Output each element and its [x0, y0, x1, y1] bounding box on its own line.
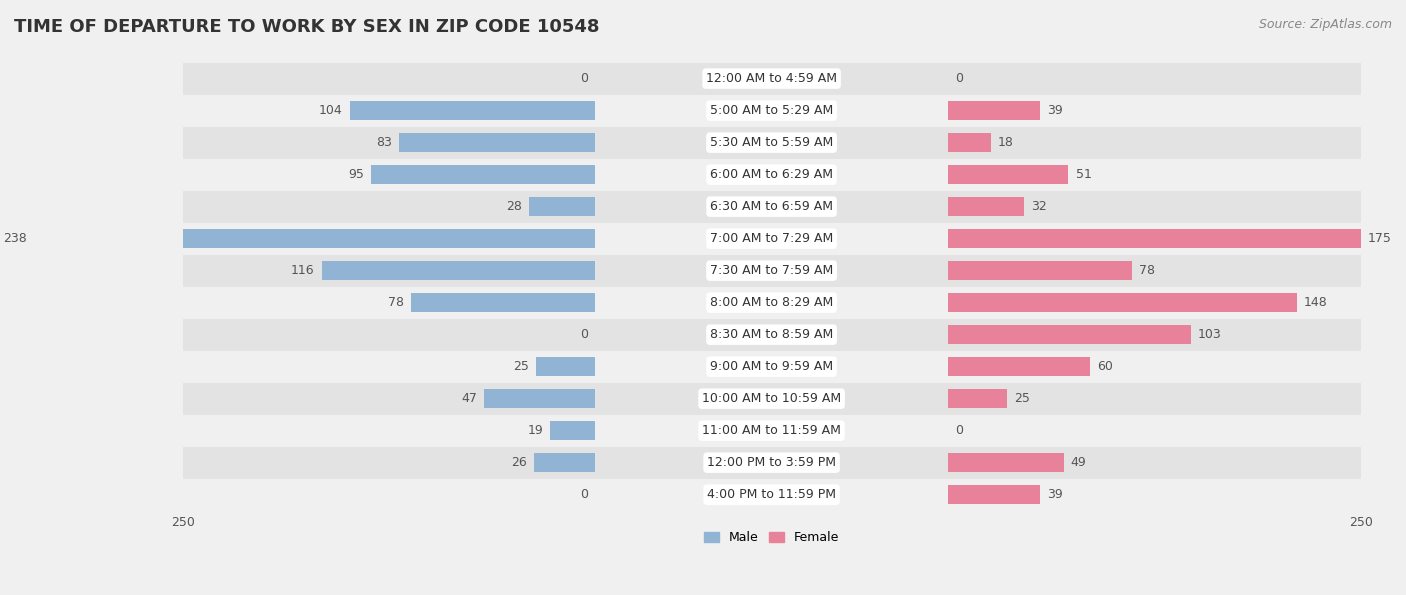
Text: 5:00 AM to 5:29 AM: 5:00 AM to 5:29 AM [710, 104, 834, 117]
Text: 238: 238 [3, 232, 27, 245]
Text: 25: 25 [1014, 392, 1031, 405]
Text: 26: 26 [510, 456, 527, 469]
Text: 19: 19 [527, 424, 543, 437]
Bar [948, 325, 1191, 345]
Bar [183, 287, 1361, 319]
Bar [350, 101, 595, 120]
Text: 0: 0 [955, 72, 963, 85]
Bar [484, 389, 595, 408]
Text: 8:00 AM to 8:29 AM: 8:00 AM to 8:29 AM [710, 296, 834, 309]
Text: 39: 39 [1047, 488, 1063, 501]
Bar [948, 101, 1040, 120]
Bar [183, 255, 1361, 287]
Bar [183, 223, 1361, 255]
Bar [34, 229, 595, 248]
Bar [948, 357, 1090, 376]
Bar [183, 479, 1361, 511]
Text: 175: 175 [1368, 232, 1392, 245]
Text: 10:00 AM to 10:59 AM: 10:00 AM to 10:59 AM [702, 392, 841, 405]
Text: 11:00 AM to 11:59 AM: 11:00 AM to 11:59 AM [702, 424, 841, 437]
Bar [183, 415, 1361, 447]
Text: 95: 95 [349, 168, 364, 181]
Legend: Male, Female: Male, Female [699, 526, 844, 549]
Text: 0: 0 [579, 72, 588, 85]
Text: 12:00 PM to 3:59 PM: 12:00 PM to 3:59 PM [707, 456, 837, 469]
Text: 7:30 AM to 7:59 AM: 7:30 AM to 7:59 AM [710, 264, 834, 277]
Bar [534, 453, 595, 472]
Bar [948, 293, 1296, 312]
Text: 39: 39 [1047, 104, 1063, 117]
Text: TIME OF DEPARTURE TO WORK BY SEX IN ZIP CODE 10548: TIME OF DEPARTURE TO WORK BY SEX IN ZIP … [14, 18, 599, 36]
Text: 4:00 PM to 11:59 PM: 4:00 PM to 11:59 PM [707, 488, 837, 501]
Text: 5:30 AM to 5:59 AM: 5:30 AM to 5:59 AM [710, 136, 834, 149]
Text: 0: 0 [955, 424, 963, 437]
Bar [322, 261, 595, 280]
Bar [529, 197, 595, 216]
Text: 18: 18 [998, 136, 1014, 149]
Text: 6:30 AM to 6:59 AM: 6:30 AM to 6:59 AM [710, 200, 834, 213]
Bar [183, 159, 1361, 190]
Text: 28: 28 [506, 200, 522, 213]
Bar [399, 133, 595, 152]
Text: Source: ZipAtlas.com: Source: ZipAtlas.com [1258, 18, 1392, 31]
Text: 9:00 AM to 9:59 AM: 9:00 AM to 9:59 AM [710, 360, 834, 373]
Bar [183, 190, 1361, 223]
Bar [183, 350, 1361, 383]
Bar [183, 127, 1361, 159]
Bar [371, 165, 595, 184]
Bar [536, 357, 595, 376]
Text: 51: 51 [1076, 168, 1091, 181]
Text: 116: 116 [291, 264, 315, 277]
Bar [948, 229, 1361, 248]
Text: 60: 60 [1097, 360, 1112, 373]
Bar [183, 383, 1361, 415]
Bar [948, 389, 1007, 408]
Text: 78: 78 [1139, 264, 1156, 277]
Text: 6:00 AM to 6:29 AM: 6:00 AM to 6:29 AM [710, 168, 834, 181]
Bar [948, 197, 1024, 216]
Bar [183, 319, 1361, 350]
Text: 8:30 AM to 8:59 AM: 8:30 AM to 8:59 AM [710, 328, 834, 341]
Bar [550, 421, 595, 440]
Text: 49: 49 [1071, 456, 1087, 469]
Bar [183, 447, 1361, 479]
Text: 104: 104 [319, 104, 343, 117]
Text: 0: 0 [579, 328, 588, 341]
Bar [183, 95, 1361, 127]
Bar [948, 133, 991, 152]
Text: 47: 47 [461, 392, 477, 405]
Text: 0: 0 [579, 488, 588, 501]
Bar [948, 453, 1064, 472]
Text: 103: 103 [1198, 328, 1222, 341]
Bar [948, 165, 1069, 184]
Bar [948, 261, 1132, 280]
Bar [948, 485, 1040, 505]
Text: 32: 32 [1031, 200, 1046, 213]
Text: 7:00 AM to 7:29 AM: 7:00 AM to 7:29 AM [710, 232, 834, 245]
Bar [411, 293, 595, 312]
Text: 83: 83 [377, 136, 392, 149]
Text: 148: 148 [1303, 296, 1327, 309]
Bar [183, 62, 1361, 95]
Text: 12:00 AM to 4:59 AM: 12:00 AM to 4:59 AM [706, 72, 837, 85]
Text: 78: 78 [388, 296, 404, 309]
Text: 25: 25 [513, 360, 529, 373]
